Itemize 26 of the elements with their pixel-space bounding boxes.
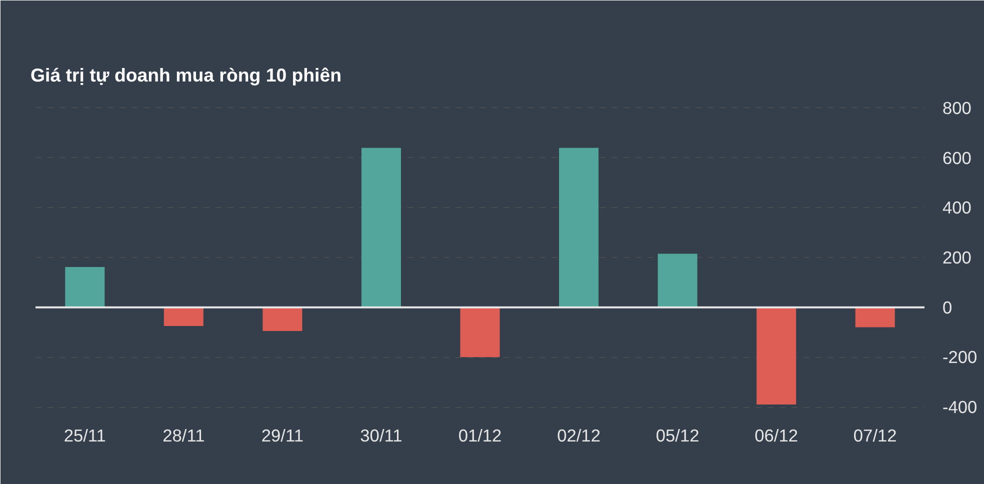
bar bbox=[756, 307, 796, 405]
x-tick-label: 01/12 bbox=[458, 426, 502, 446]
x-tick-label: 28/11 bbox=[162, 426, 205, 446]
y-tick-label: -200 bbox=[942, 347, 978, 368]
bar bbox=[559, 148, 599, 308]
x-tick-label: 07/12 bbox=[853, 426, 897, 446]
chart-title: Giá trị tự doanh mua ròng 10 phiên bbox=[30, 64, 342, 86]
bar bbox=[460, 307, 500, 358]
x-tick-label: 05/12 bbox=[656, 426, 700, 446]
x-tick-label: 29/11 bbox=[261, 426, 304, 446]
x-tick-label: 06/12 bbox=[754, 426, 798, 446]
bar bbox=[855, 307, 895, 328]
x-tick-label: 30/11 bbox=[360, 426, 402, 446]
y-tick-label: 0 bbox=[942, 297, 952, 318]
x-tick-label: 25/11 bbox=[64, 426, 106, 446]
y-tick-label: 600 bbox=[942, 148, 972, 168]
y-tick-label: -400 bbox=[942, 397, 978, 418]
bar bbox=[361, 148, 401, 308]
y-tick-label: 800 bbox=[942, 98, 972, 118]
bar bbox=[164, 307, 204, 326]
y-tick-label: 200 bbox=[942, 247, 972, 268]
bar bbox=[262, 307, 302, 332]
bar bbox=[658, 254, 698, 308]
bar bbox=[65, 266, 105, 308]
x-tick-label: 02/12 bbox=[557, 426, 600, 446]
y-tick-label: 400 bbox=[942, 198, 972, 218]
